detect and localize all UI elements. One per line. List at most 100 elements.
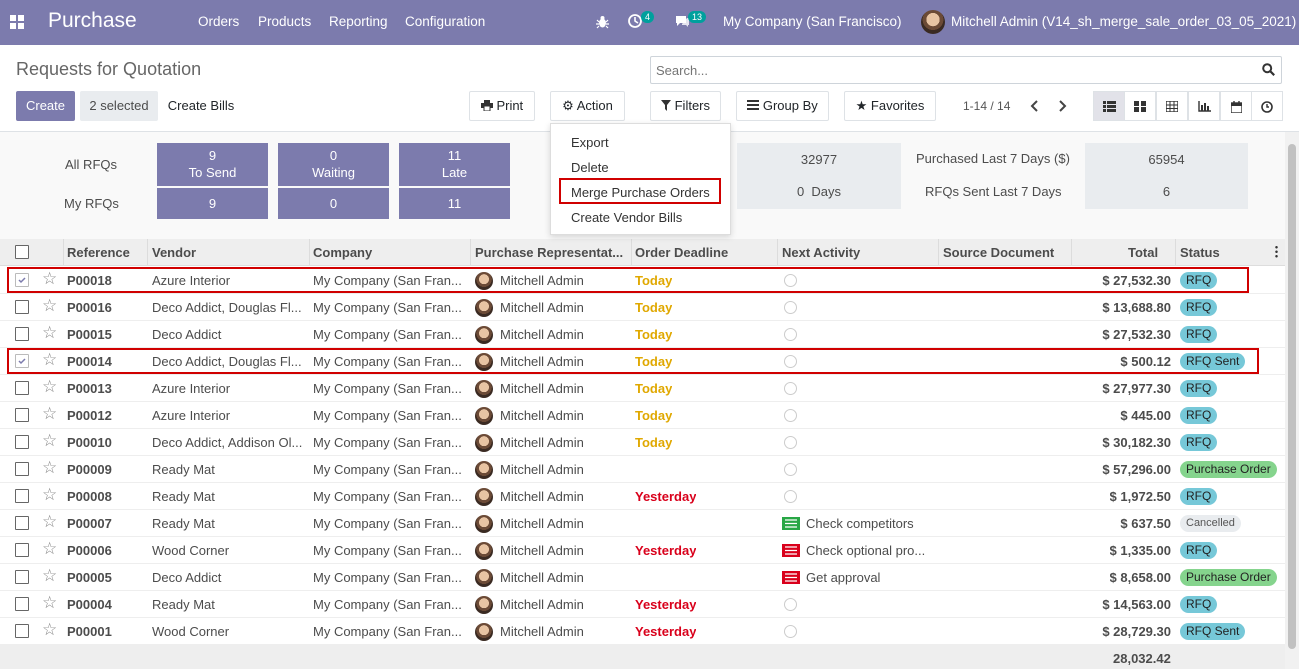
table-row[interactable]: ☆ P00012 Azure Interior My Company (San Fra… [0,402,1285,429]
table-row[interactable]: ☆ P00009 Ready Mat My Company (San Fran... M… [0,456,1285,483]
select-all-checkbox[interactable] [15,245,29,259]
pager-previous-icon[interactable] [1030,100,1040,112]
priority-star-icon[interactable]: ☆ [42,485,58,504]
print-button[interactable]: Print [469,91,535,121]
optional-columns-icon[interactable] [1275,245,1278,258]
column-vendor[interactable]: Vendor [152,245,197,260]
row-checkbox[interactable] [15,381,29,395]
menu-products[interactable]: Products [258,14,312,29]
kanban-view-button[interactable] [1124,91,1156,121]
user-menu[interactable]: Mitchell Admin (V14_sh_merge_sale_order_… [951,14,1297,29]
company-switcher[interactable]: My Company (San Francisco) [723,14,902,29]
table-row[interactable]: ☆ P00008 Ready Mat My Company (San Fran... M… [0,483,1285,510]
clock-icon[interactable] [784,625,797,638]
priority-star-icon[interactable]: ☆ [42,431,58,450]
tile-my-waiting[interactable]: 0 [278,188,389,219]
row-checkbox[interactable] [15,489,29,503]
priority-star-icon[interactable]: ☆ [42,350,58,369]
clock-icon[interactable] [784,463,797,476]
scrollbar[interactable] [1285,132,1299,669]
clock-icon[interactable] [784,598,797,611]
menu-item-delete[interactable]: Delete [571,160,609,175]
row-checkbox[interactable] [15,516,29,530]
row-checkbox[interactable] [15,354,29,368]
priority-star-icon[interactable]: ☆ [42,566,58,585]
row-checkbox[interactable] [15,273,29,287]
bug-icon[interactable] [596,15,609,29]
create-button[interactable]: Create [16,91,75,121]
messages-menu[interactable]: 13 [675,11,707,31]
row-checkbox[interactable] [15,624,29,638]
graph-view-button[interactable] [1188,91,1220,121]
tile-late[interactable]: 11 Late [399,143,510,186]
priority-star-icon[interactable]: ☆ [42,323,58,342]
clock-icon[interactable] [784,382,797,395]
menu-reporting[interactable]: Reporting [329,14,388,29]
column-source-document[interactable]: Source Document [943,245,1055,260]
menu-item-create-vendor-bills[interactable]: Create Vendor Bills [571,210,683,225]
row-checkbox[interactable] [15,327,29,341]
filters-button[interactable]: Filters [650,91,721,121]
table-row[interactable]: ☆ P00018 Azure Interior My Company (San Fra… [0,267,1285,294]
table-row[interactable]: ☆ P00006 Wood Corner My Company (San Fran..… [0,537,1285,564]
table-row[interactable]: ☆ P00015 Deco Addict My Company (San Fran..… [0,321,1285,348]
priority-star-icon[interactable]: ☆ [42,539,58,558]
clock-icon[interactable] [784,274,797,287]
clock-icon[interactable] [784,301,797,314]
row-checkbox[interactable] [15,570,29,584]
priority-star-icon[interactable]: ☆ [42,620,58,639]
search-input[interactable] [651,57,1251,83]
tile-my-to-send[interactable]: 9 [157,188,268,219]
table-row[interactable]: ☆ P00016 Deco Addict, Douglas Fl... My Comp… [0,294,1285,321]
group-by-button[interactable]: Group By [736,91,829,121]
clock-icon[interactable] [784,409,797,422]
column-company[interactable]: Company [313,245,373,260]
table-row[interactable]: ☆ P00001 Wood Corner My Company (San Fran..… [0,618,1285,645]
tile-to-send[interactable]: 9 To Send [157,143,268,186]
table-row[interactable]: ☆ P00004 Ready Mat My Company (San Fran... M… [0,591,1285,618]
priority-star-icon[interactable]: ☆ [42,269,58,288]
search-icon[interactable] [1262,63,1275,76]
pager-next-icon[interactable] [1057,100,1067,112]
create-bills-button[interactable]: Create Bills [159,91,243,121]
clock-icon[interactable] [784,328,797,341]
column-status[interactable]: Status [1180,245,1220,260]
row-checkbox[interactable] [15,462,29,476]
priority-star-icon[interactable]: ☆ [42,404,58,423]
table-row[interactable]: ☆ P00007 Ready Mat My Company (San Fran... M… [0,510,1285,537]
favorites-button[interactable]: ★ Favorites [844,91,936,121]
column-order-deadline[interactable]: Order Deadline [635,245,729,260]
activity-view-button[interactable] [1251,91,1283,121]
menu-item-merge-purchase-orders[interactable]: Merge Purchase Orders [571,185,710,200]
menu-orders[interactable]: Orders [198,14,240,29]
activity-list-icon[interactable] [782,544,800,557]
apps-menu-icon[interactable] [10,15,24,29]
row-checkbox[interactable] [15,435,29,449]
column-total[interactable]: Total [1128,245,1159,260]
action-button[interactable]: ⚙ Action [550,91,625,121]
clock-icon[interactable] [784,355,797,368]
priority-star-icon[interactable]: ☆ [42,593,58,612]
menu-configuration[interactable]: Configuration [405,14,486,29]
row-checkbox[interactable] [15,597,29,611]
table-row[interactable]: ☆ P00005 Deco Addict My Company (San Fran..… [0,564,1285,591]
table-row[interactable]: ☆ P00014 Deco Addict, Douglas Fl... My Comp… [0,348,1285,375]
pager-value[interactable]: 1-14 / 14 [963,99,1011,113]
priority-star-icon[interactable]: ☆ [42,512,58,531]
priority-star-icon[interactable]: ☆ [42,296,58,315]
activity-list-icon[interactable] [782,571,800,584]
tile-waiting[interactable]: 0 Waiting [278,143,389,186]
activities-menu[interactable]: 4 [628,11,655,31]
column-reference[interactable]: Reference [67,245,130,260]
list-view-button[interactable] [1093,91,1125,121]
tile-my-late[interactable]: 11 [399,188,510,219]
column-purchase-representative[interactable]: Purchase Representat... [475,245,624,260]
priority-star-icon[interactable]: ☆ [42,458,58,477]
row-checkbox[interactable] [15,543,29,557]
pivot-view-button[interactable] [1156,91,1188,121]
menu-item-export[interactable]: Export [571,135,609,150]
clock-icon[interactable] [784,436,797,449]
row-checkbox[interactable] [15,300,29,314]
row-checkbox[interactable] [15,408,29,422]
calendar-view-button[interactable] [1220,91,1252,121]
